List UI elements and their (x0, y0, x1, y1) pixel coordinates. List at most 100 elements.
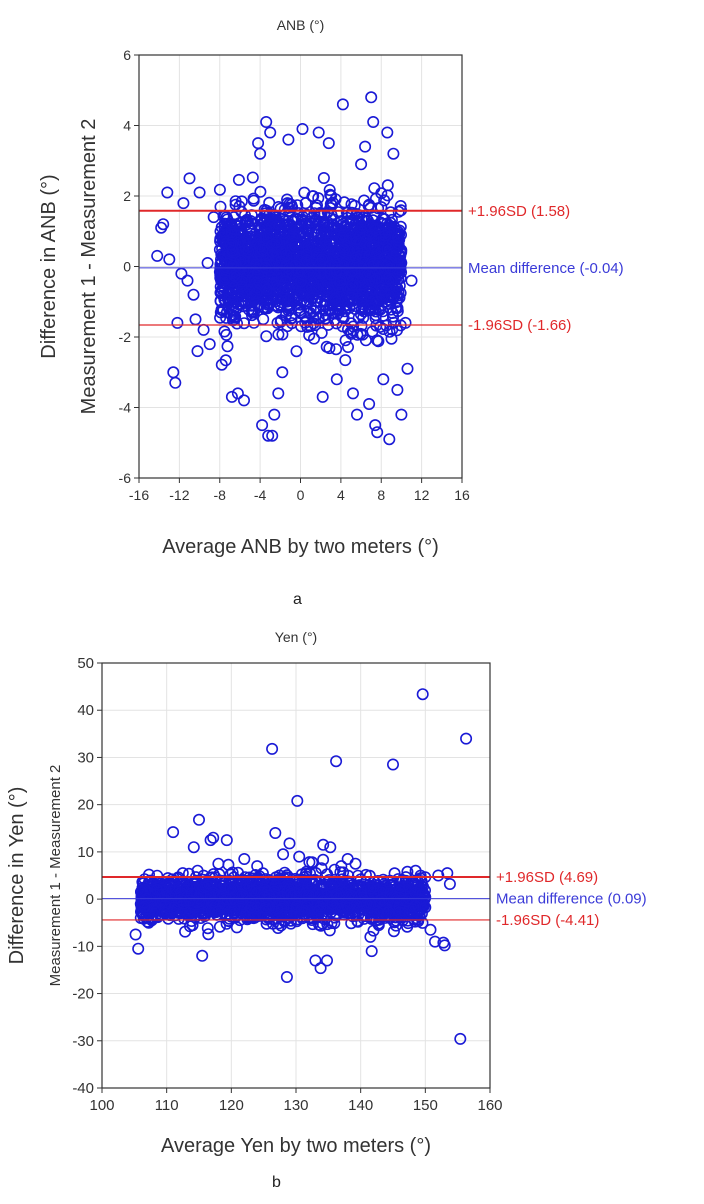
data-point (239, 296, 252, 309)
data-point (346, 286, 359, 299)
data-point (389, 272, 402, 285)
data-point (272, 917, 285, 930)
data-point (330, 343, 343, 356)
data-point (238, 852, 251, 865)
data-point (368, 240, 381, 253)
data-point (385, 332, 398, 345)
data-point (175, 267, 188, 280)
y-tick-label: -4 (119, 400, 132, 416)
data-point (253, 240, 266, 253)
data-point (363, 397, 376, 410)
y-tick-label: -30 (72, 1033, 94, 1050)
data-point (330, 251, 343, 264)
data-point (221, 893, 234, 906)
data-point (355, 213, 368, 226)
data-point (312, 126, 325, 139)
data-point (258, 302, 271, 315)
data-point (296, 123, 309, 136)
data-point (225, 226, 238, 239)
data-point (388, 867, 401, 880)
data-point (290, 345, 303, 358)
data-point (368, 182, 381, 195)
data-point (343, 232, 356, 245)
data-point (266, 429, 279, 442)
data-point (399, 316, 412, 329)
data-point (220, 211, 233, 224)
data-point (252, 137, 265, 150)
data-point (364, 930, 377, 943)
data-point (313, 257, 326, 270)
data-point (171, 316, 184, 329)
data-point (231, 317, 244, 330)
data-point (330, 373, 343, 386)
data-point (338, 305, 351, 318)
data-point (207, 831, 220, 844)
x-axis-label: Average Yen by two meters (°) (161, 1135, 431, 1157)
data-point (375, 283, 388, 296)
data-point (256, 243, 269, 256)
data-point (351, 915, 364, 928)
data-point (298, 186, 311, 199)
data-point (360, 898, 373, 911)
data-point (214, 890, 227, 903)
data-point (324, 841, 337, 854)
data-point (350, 408, 363, 421)
data-point (183, 894, 196, 907)
data-point (230, 921, 243, 934)
data-point (270, 220, 283, 233)
data-point (243, 232, 256, 245)
data-point (226, 244, 239, 257)
data-point (443, 877, 456, 890)
data-point (309, 954, 322, 967)
data-point (267, 232, 280, 245)
data-point (416, 888, 429, 901)
reference-line-label: Mean difference (-0.04) (468, 260, 624, 277)
x-tick-label: 0 (297, 487, 305, 503)
data-point (151, 883, 164, 896)
data-point (163, 880, 176, 893)
data-point (300, 248, 313, 261)
data-point (322, 281, 335, 294)
data-point (269, 826, 282, 839)
data-point (369, 419, 382, 432)
data-point (307, 317, 320, 330)
data-point (176, 867, 189, 880)
data-point (251, 860, 264, 873)
data-point (298, 309, 311, 322)
data-point (313, 904, 326, 917)
y-tick-label: 30 (77, 749, 94, 766)
data-point (158, 906, 171, 919)
data-point (218, 225, 231, 238)
y-tick-label: 0 (123, 259, 131, 275)
data-point (132, 942, 145, 955)
data-point (333, 264, 346, 277)
data-point (246, 309, 259, 322)
x-tick-label: 130 (283, 1097, 308, 1114)
data-point (157, 218, 170, 231)
data-point (162, 912, 175, 925)
data-point (408, 915, 421, 928)
x-tick-label: 12 (414, 487, 430, 503)
data-point (240, 879, 253, 892)
data-point (242, 245, 255, 258)
reference-line-label: -1.96SD (-1.66) (468, 317, 571, 334)
data-point (391, 383, 404, 396)
data-point (419, 901, 432, 914)
data-point (232, 866, 245, 879)
data-point (280, 260, 293, 273)
data-point (303, 219, 316, 232)
data-point (257, 313, 270, 326)
data-point (375, 289, 388, 302)
y-tick-label: -20 (72, 986, 94, 1003)
data-point (201, 880, 214, 893)
data-point (329, 246, 342, 259)
data-point (336, 98, 349, 111)
data-point (272, 387, 285, 400)
data-point (372, 257, 385, 270)
yen-points (129, 688, 473, 1045)
data-point (232, 173, 245, 186)
data-point (138, 900, 151, 913)
data-point (221, 340, 234, 353)
data-point (300, 889, 313, 902)
